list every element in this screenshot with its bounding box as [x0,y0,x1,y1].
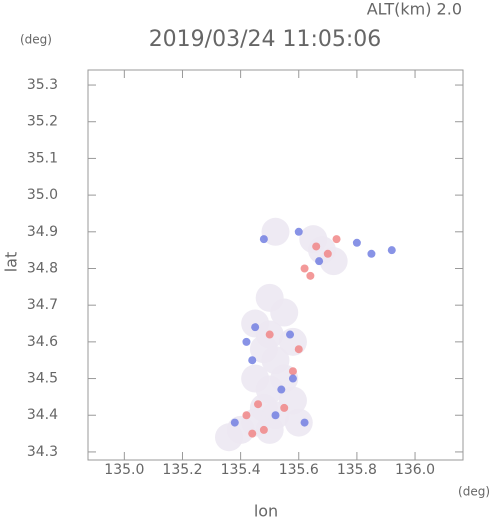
data-point [332,235,341,244]
data-point [286,330,295,339]
x-tick-label: 136.0 [395,462,435,478]
data-point [265,330,274,339]
data-point [255,283,284,312]
data-point [259,235,268,244]
plot-frame [87,69,464,461]
y-tick-label: 35.3 [27,77,58,93]
data-point [300,418,309,427]
chart-subtitle: ALT(km) 2.0 [367,0,462,19]
x-tick-label: 135.6 [279,462,319,478]
data-point [230,418,239,427]
data-point [319,247,348,276]
data-point [251,323,260,332]
data-point [288,374,297,383]
data-point [288,367,297,376]
data-point [315,257,324,266]
y-tick-label: 34.9 [27,224,58,240]
x-tick-label: 135.2 [162,462,202,478]
data-point [261,217,290,246]
y-tick-label: 35.1 [27,150,58,166]
data-point [294,345,303,354]
data-point [323,249,332,258]
x-unit: (deg) [458,485,490,499]
chart-title: 2019/03/24 11:05:06 [149,27,382,52]
data-point [248,429,257,438]
data-point [248,356,257,365]
data-point [280,403,289,412]
data-point [299,225,328,254]
data-point [306,271,315,280]
data-point [242,337,251,346]
x-tick-label: 135.8 [337,462,377,478]
y-tick-label: 34.8 [27,260,58,276]
x-tick-label: 135.0 [104,462,144,478]
x-axis-label: lon [254,502,278,521]
y-axis-label: lat [2,252,21,273]
y-tick-label: 35.2 [27,114,58,130]
x-tick-label: 135.4 [221,462,261,478]
data-point [352,238,361,247]
data-point [242,411,251,420]
data-point [271,411,280,420]
y-tick-label: 34.3 [27,444,58,460]
data-point [367,249,376,258]
data-point [300,264,309,273]
y-unit: (deg) [20,33,52,47]
data-point [254,400,263,409]
data-point [284,408,313,437]
y-tick-label: 34.5 [27,371,58,387]
data-point [387,246,396,255]
y-tick-label: 34.7 [27,297,58,313]
data-point [294,227,303,236]
data-point [277,385,286,394]
y-tick-label: 34.4 [27,407,58,423]
y-tick-label: 35.0 [27,187,58,203]
data-point [214,423,243,452]
data-point [259,425,268,434]
data-point [255,415,284,444]
data-point [312,242,321,251]
y-tick-label: 34.6 [27,334,58,350]
